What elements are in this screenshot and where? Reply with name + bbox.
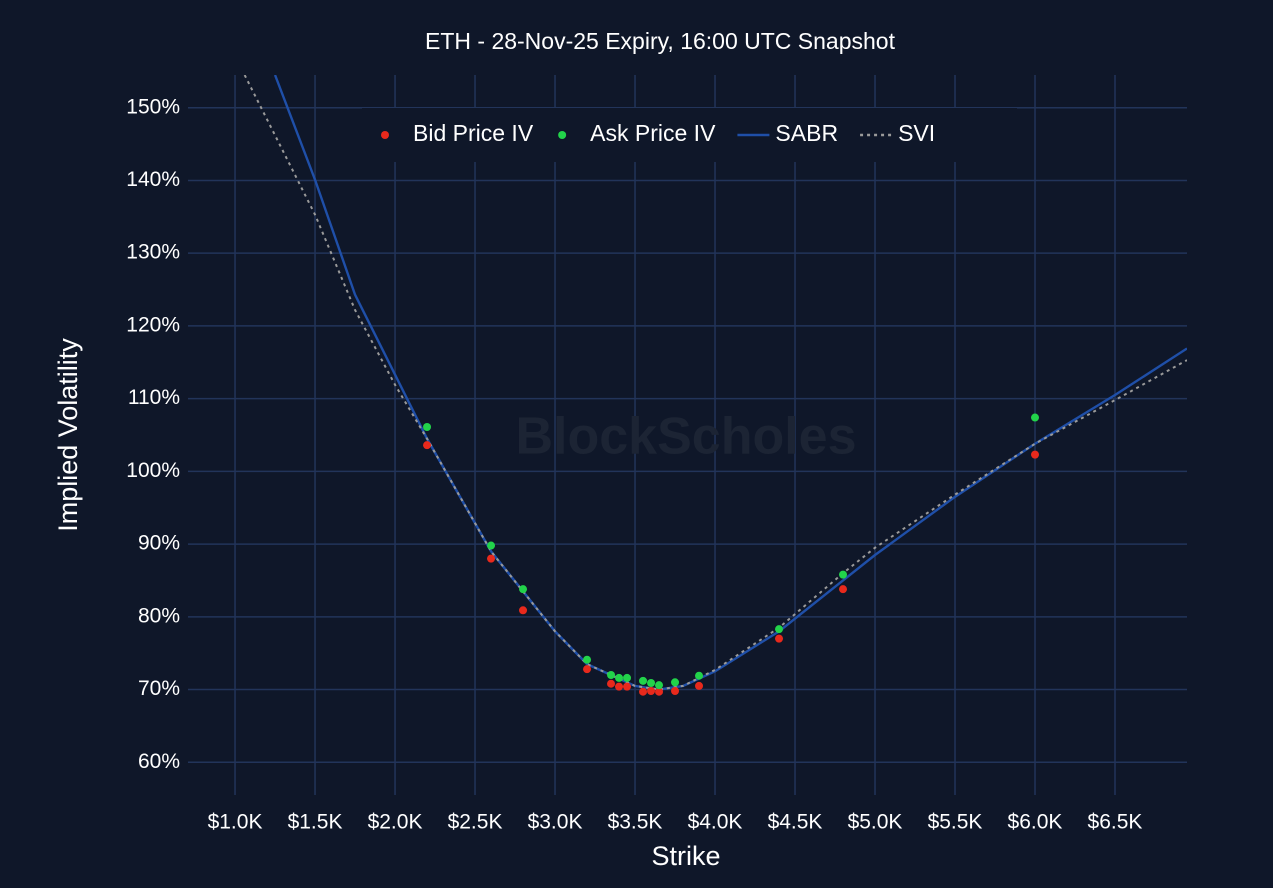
- point: [647, 687, 656, 695]
- x-tick-label: $5.0K: [848, 811, 903, 834]
- legend-label: Ask Price IV: [590, 120, 716, 146]
- point: [655, 687, 664, 696]
- y-tick-label: 100%: [126, 459, 180, 482]
- point: [839, 585, 848, 594]
- legend-background: [362, 108, 1017, 162]
- point: [647, 679, 656, 687]
- y-tick-label: 70%: [138, 677, 180, 700]
- legend-label: SVI: [898, 120, 935, 146]
- y-axis-title: Implied Volatility: [53, 338, 83, 532]
- point: [695, 671, 704, 680]
- y-tick-label: 130%: [126, 241, 180, 264]
- y-tick-label: 140%: [126, 168, 180, 191]
- point: [639, 687, 648, 696]
- x-tick-label: $6.5K: [1088, 811, 1143, 834]
- plot-area: [243, 75, 1187, 696]
- point: [607, 671, 616, 679]
- x-tick-label: $5.5K: [928, 811, 983, 834]
- point: [655, 681, 664, 690]
- legend: Bid Price IV Ask Price IV SABR SVI: [362, 108, 1017, 162]
- point: [487, 541, 496, 550]
- legend-label: Bid Price IV: [413, 120, 534, 146]
- x-tick-label: $3.0K: [528, 811, 583, 834]
- point: [607, 679, 616, 688]
- point: [583, 665, 592, 674]
- x-tick-label: $4.5K: [768, 811, 823, 834]
- point: [1031, 450, 1040, 459]
- point: [775, 634, 784, 643]
- point: [839, 570, 848, 579]
- point: [615, 682, 624, 691]
- legend-symbol: [381, 131, 389, 139]
- legend-symbol: [558, 131, 567, 139]
- x-tick-label: $2.5K: [448, 811, 503, 834]
- y-tick-label: 90%: [138, 532, 180, 555]
- x-tick-label: $3.5K: [608, 811, 663, 834]
- curve: [243, 75, 1187, 691]
- point: [1031, 413, 1040, 422]
- point: [623, 673, 632, 682]
- point: [623, 682, 632, 691]
- x-tick-label: $6.0K: [1008, 811, 1063, 834]
- point: [519, 606, 528, 615]
- point: [639, 676, 648, 685]
- point: [583, 655, 592, 664]
- x-tick-label: $1.5K: [288, 811, 343, 834]
- point: [615, 673, 624, 682]
- y-tick-label: 60%: [138, 750, 180, 773]
- point: [671, 687, 680, 695]
- y-tick-label: 110%: [128, 386, 180, 409]
- point: [695, 681, 704, 690]
- point: [423, 441, 432, 450]
- legend-label: SABR: [775, 120, 838, 146]
- y-tick-label: 150%: [126, 95, 180, 118]
- grid: [188, 75, 1187, 795]
- point: [671, 678, 680, 687]
- x-tick-label: $1.0K: [208, 811, 263, 834]
- x-axis-title: Strike: [651, 841, 720, 871]
- point: [423, 423, 432, 431]
- y-tick-label: 120%: [126, 313, 180, 336]
- x-tick-label: $4.0K: [688, 811, 743, 834]
- point: [519, 585, 528, 594]
- watermark: BlockScholes: [515, 408, 856, 466]
- x-tick-label: $2.0K: [368, 811, 423, 834]
- point: [487, 554, 496, 563]
- point: [775, 625, 784, 634]
- chart-title: ETH - 28-Nov-25 Expiry, 16:00 UTC Snapsh…: [425, 28, 896, 54]
- y-tick-label: 80%: [138, 604, 180, 627]
